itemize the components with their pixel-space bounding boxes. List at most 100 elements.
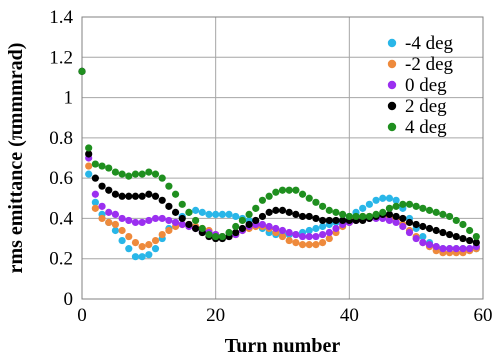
data-point (111, 226, 120, 235)
data-point (445, 212, 454, 221)
data-point (385, 194, 394, 202)
data-point (138, 218, 146, 227)
data-point (305, 226, 313, 235)
data-point (178, 214, 186, 223)
data-point (192, 216, 200, 225)
data-point (432, 226, 440, 235)
data-point (385, 210, 394, 218)
data-point (419, 232, 427, 241)
data-point (232, 228, 240, 237)
data-point (419, 204, 427, 212)
data-point (278, 186, 287, 194)
data-point (158, 214, 166, 223)
data-point (466, 236, 474, 245)
data-point (145, 190, 153, 198)
data-point (412, 234, 420, 243)
data-point (245, 220, 253, 229)
data-point (379, 194, 387, 202)
data-point (445, 245, 454, 253)
data-point (85, 144, 93, 152)
data-point (165, 182, 173, 190)
data-point (305, 212, 313, 221)
data-point (252, 216, 260, 225)
data-point (131, 218, 140, 227)
data-point (385, 204, 394, 212)
data-point (419, 239, 427, 247)
data-point (105, 218, 113, 227)
data-point (238, 216, 246, 225)
data-point (98, 182, 106, 190)
data-point (419, 222, 427, 231)
data-point (118, 170, 126, 178)
data-point (252, 204, 260, 212)
y-tick-label: 0.4 (49, 208, 73, 229)
data-point (125, 172, 133, 180)
data-point (205, 210, 213, 218)
data-point (452, 216, 460, 225)
data-point (392, 202, 400, 210)
data-point (312, 214, 320, 223)
data-point (91, 160, 99, 168)
x-tick-label: 60 (474, 305, 493, 326)
data-point (265, 208, 273, 216)
x-axis-ticks: 0 20 40 60 (77, 305, 492, 326)
data-point (312, 224, 320, 233)
data-point (265, 192, 273, 200)
legend-marker (387, 80, 397, 90)
data-point (372, 210, 380, 218)
data-point (91, 174, 99, 182)
data-point (125, 232, 133, 241)
data-point (359, 212, 367, 221)
data-point (198, 224, 206, 233)
data-point (439, 210, 447, 218)
data-point (298, 241, 307, 249)
data-point (459, 234, 467, 243)
data-point (192, 206, 200, 214)
y-axis-ticks: 0 0.2 0.4 0.6 0.8 1 1.2 1.4 (49, 7, 73, 310)
data-point (372, 196, 380, 204)
data-point (425, 241, 434, 249)
data-point (285, 236, 293, 245)
data-point (298, 212, 307, 221)
legend-marker (387, 122, 397, 132)
data-point (91, 204, 99, 212)
data-point (212, 232, 220, 241)
y-tick-label: 0.2 (49, 249, 73, 270)
data-point (432, 243, 440, 251)
data-point (452, 245, 460, 253)
data-point (158, 196, 166, 204)
data-point (138, 170, 146, 178)
data-point (305, 194, 313, 202)
data-point (305, 241, 313, 249)
data-point (111, 168, 120, 176)
data-point (85, 170, 93, 178)
data-point (238, 224, 246, 233)
data-point (439, 245, 447, 253)
data-point (392, 196, 400, 204)
data-point (258, 220, 267, 229)
data-point (332, 224, 340, 233)
data-point (145, 251, 153, 259)
data-point (412, 202, 420, 210)
data-point (405, 200, 414, 208)
data-point (171, 208, 180, 216)
data-point (105, 186, 113, 194)
data-point (111, 220, 120, 229)
data-point (305, 232, 313, 241)
data-point (298, 232, 307, 241)
data-point (345, 212, 353, 221)
y-tick-label: 0.6 (49, 168, 73, 189)
data-point (472, 239, 480, 247)
legend-marker (387, 59, 397, 69)
data-point (225, 210, 233, 218)
data-point (91, 198, 99, 206)
data-point (171, 190, 180, 198)
data-point (285, 186, 293, 194)
data-point (225, 228, 233, 237)
data-point (392, 212, 400, 221)
data-point (405, 228, 414, 237)
data-point (292, 210, 300, 218)
data-point (332, 216, 340, 225)
data-point (365, 212, 373, 221)
